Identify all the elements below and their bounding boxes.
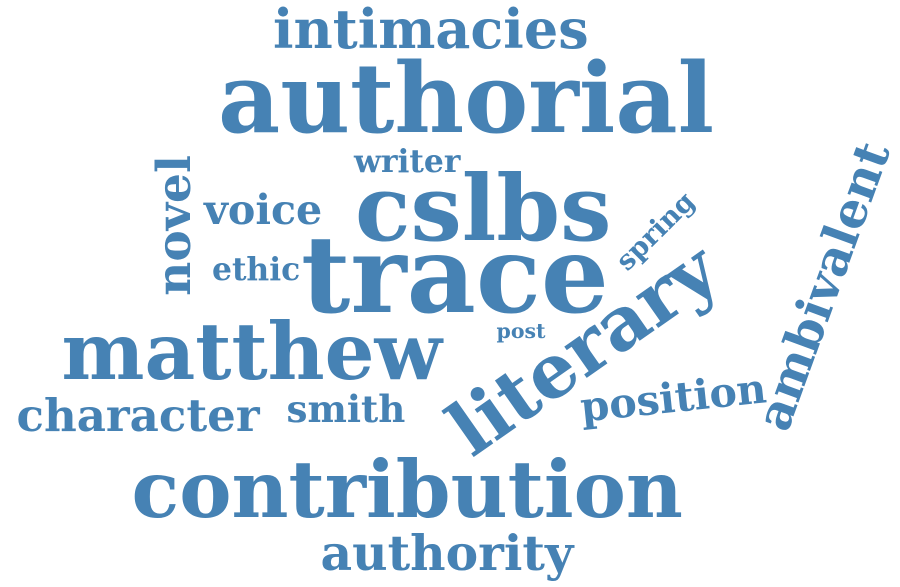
word-voice: voice bbox=[204, 184, 323, 234]
word-ambivalent: ambivalent bbox=[744, 133, 900, 438]
word-authorial: authorial bbox=[218, 42, 715, 155]
word-ethic: ethic bbox=[212, 251, 301, 288]
word-cslbs: cslbs bbox=[355, 155, 612, 262]
word-post: post bbox=[496, 318, 546, 343]
word-writer: writer bbox=[354, 143, 461, 180]
word-authority: authority bbox=[320, 523, 574, 582]
word-contribution: contribution bbox=[131, 444, 683, 536]
word-character: character bbox=[16, 388, 260, 442]
word-novel: novel bbox=[146, 154, 202, 296]
word-smith: smith bbox=[286, 386, 406, 431]
word-intimacies: intimacies bbox=[273, 0, 589, 61]
word-trace: trace bbox=[301, 212, 609, 338]
word-matthew: matthew bbox=[61, 306, 443, 398]
